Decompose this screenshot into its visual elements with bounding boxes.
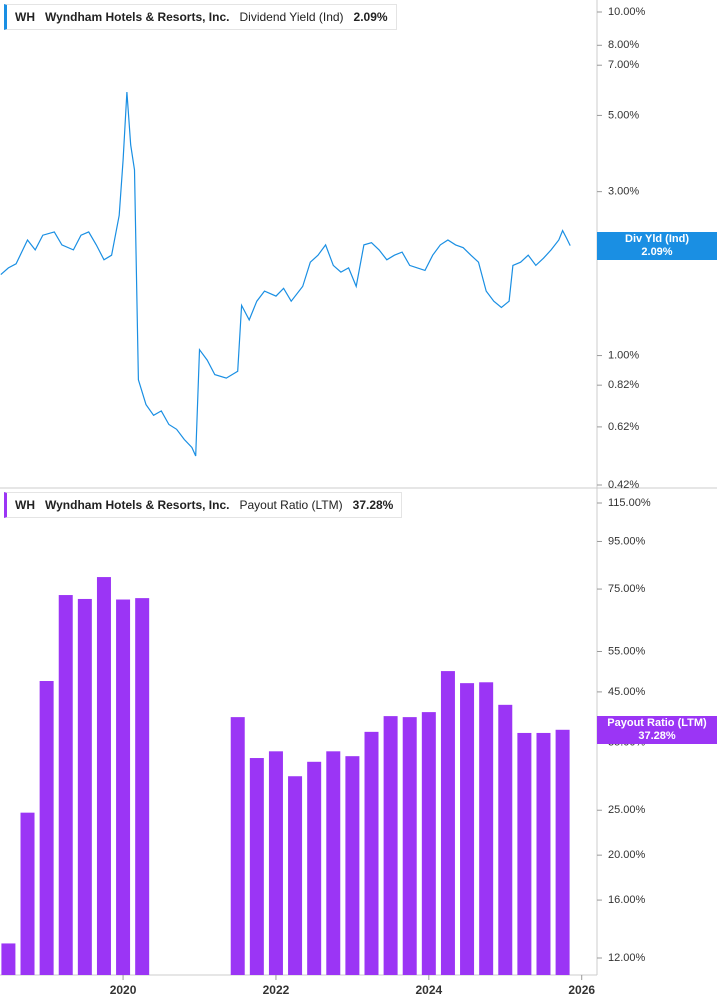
last-value: 37.28% bbox=[352, 498, 394, 512]
bar bbox=[383, 716, 398, 975]
value-badge: Div Yld (Ind) 2.09% bbox=[597, 231, 717, 260]
bar bbox=[307, 761, 322, 975]
y-tick-label: 8.00% bbox=[608, 39, 639, 51]
y-tick-label: 12.00% bbox=[608, 952, 646, 964]
bar bbox=[249, 758, 264, 975]
bar bbox=[116, 599, 131, 975]
bar bbox=[135, 598, 150, 975]
y-tick-label: 55.00% bbox=[608, 645, 646, 657]
bar bbox=[555, 729, 570, 975]
badge-value: 2.09% bbox=[641, 245, 673, 258]
bar bbox=[268, 751, 283, 975]
bar bbox=[421, 712, 436, 975]
bar bbox=[1, 943, 16, 975]
ticker: WH bbox=[15, 10, 35, 24]
series-name: Payout Ratio (LTM) bbox=[239, 498, 343, 512]
bar bbox=[20, 812, 35, 975]
badge-name: Div Yld (Ind) bbox=[625, 232, 689, 245]
ticker: WH bbox=[15, 498, 35, 512]
bar bbox=[460, 683, 475, 975]
series-name: Dividend Yield (Ind) bbox=[239, 10, 344, 24]
bar bbox=[39, 681, 54, 975]
badge-value: 37.28% bbox=[638, 729, 676, 742]
y-tick-label: 10.00% bbox=[608, 6, 646, 18]
y-tick-label: 20.00% bbox=[608, 849, 646, 861]
last-value: 2.09% bbox=[353, 10, 388, 24]
line bbox=[0, 91, 571, 457]
bar bbox=[536, 732, 551, 975]
bar bbox=[345, 756, 360, 975]
bar bbox=[96, 577, 111, 975]
badge-name: Payout Ratio (LTM) bbox=[607, 716, 707, 729]
bar bbox=[402, 717, 417, 975]
y-tick-label: 3.00% bbox=[608, 186, 639, 198]
bar bbox=[479, 682, 494, 975]
legend-header: WH Wyndham Hotels & Resorts, Inc. Divide… bbox=[4, 4, 397, 30]
y-tick-label: 5.00% bbox=[608, 109, 639, 121]
x-tick-label: 2022 bbox=[263, 983, 290, 997]
bar bbox=[326, 751, 341, 975]
bar bbox=[364, 731, 379, 975]
bar bbox=[77, 598, 92, 975]
x-tick-label: 2020 bbox=[110, 983, 137, 997]
bar bbox=[498, 704, 513, 975]
company: Wyndham Hotels & Resorts, Inc. bbox=[45, 10, 230, 24]
y-tick-label: 45.00% bbox=[608, 686, 646, 698]
legend-header: WH Wyndham Hotels & Resorts, Inc. Payout… bbox=[4, 492, 403, 518]
y-tick-label: 1.00% bbox=[608, 349, 639, 361]
value-badge: Payout Ratio (LTM) 37.28% bbox=[597, 715, 717, 744]
company: Wyndham Hotels & Resorts, Inc. bbox=[45, 498, 230, 512]
y-tick-label: 25.00% bbox=[608, 804, 646, 816]
y-tick-label: 7.00% bbox=[608, 59, 639, 71]
x-tick-label: 2024 bbox=[415, 983, 442, 997]
y-tick-label: 95.00% bbox=[608, 535, 646, 547]
bar bbox=[230, 717, 245, 975]
bar bbox=[440, 671, 455, 975]
y-tick-label: 115.00% bbox=[608, 497, 651, 509]
bar bbox=[58, 595, 73, 975]
y-tick-label: 0.42% bbox=[608, 479, 639, 491]
y-tick-label: 75.00% bbox=[608, 583, 646, 595]
bar bbox=[517, 732, 532, 975]
x-tick-label: 2026 bbox=[568, 983, 595, 997]
bar bbox=[288, 776, 303, 975]
y-tick-label: 0.82% bbox=[608, 379, 639, 391]
y-tick-label: 16.00% bbox=[608, 894, 646, 906]
y-tick-label: 0.62% bbox=[608, 421, 639, 433]
